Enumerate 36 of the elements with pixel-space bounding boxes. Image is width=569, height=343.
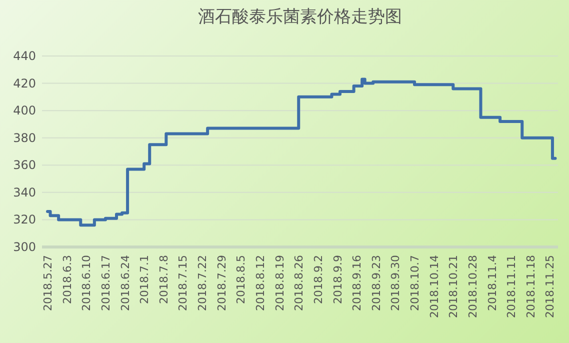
x-tick-label: 2018.9.16 [350, 255, 364, 311]
y-tick-label: 320 [13, 212, 36, 227]
x-tick-label: 2018.5.27 [42, 255, 55, 311]
x-tick-label: 2018.11.4 [486, 255, 499, 311]
x-tick-label: 2018.8.26 [292, 255, 306, 311]
y-tick-label: 300 [13, 240, 36, 254]
y-tick-label: 440 [13, 49, 36, 63]
x-tick-label: 2018.10.7 [408, 255, 422, 311]
x-tick-label: 2018.6.17 [99, 255, 112, 311]
x-tick-label: 2018.7.8 [157, 255, 170, 304]
x-tick-label: 2018.9.9 [331, 255, 344, 304]
chart-title: 酒石酸泰乐菌素价格走势图 [198, 7, 402, 26]
x-tick-label: 2018.10.14 [428, 255, 441, 318]
x-tick-label: 2018.7.22 [196, 255, 210, 311]
y-tick-label: 420 [13, 76, 36, 90]
y-tick-label: 400 [13, 104, 36, 118]
x-tick-label: 2018.6.10 [80, 255, 94, 311]
x-tick-label: 2018.8.5 [234, 255, 248, 304]
x-tick-label: 2018.9.30 [389, 255, 402, 311]
y-tick-label: 340 [13, 185, 36, 200]
x-tick-label: 2018.8.19 [273, 255, 286, 311]
y-tick-label: 380 [13, 130, 36, 145]
x-tick-label: 2018.7.29 [215, 255, 228, 311]
y-tick-label: 360 [13, 158, 36, 172]
x-tick-label: 2018.9.2 [312, 255, 325, 304]
x-tick-label: 2018.7.15 [176, 255, 190, 311]
x-tick-label: 2018.11.18 [524, 255, 538, 318]
x-tick-label: 2018.9.23 [370, 255, 383, 311]
x-tick-label: 2018.11.25 [544, 255, 557, 318]
x-tick-label: 2018.8.12 [254, 255, 267, 311]
x-tick-label: 2018.10.28 [466, 255, 480, 318]
x-tick-label: 2018.7.1 [138, 255, 152, 304]
x-tick-label: 2018.6.3 [60, 255, 74, 304]
x-tick-label: 2018.6.24 [118, 255, 132, 311]
x-tick-label: 2018.11.11 [505, 255, 518, 318]
x-tick-label: 2018.10.21 [447, 255, 460, 318]
